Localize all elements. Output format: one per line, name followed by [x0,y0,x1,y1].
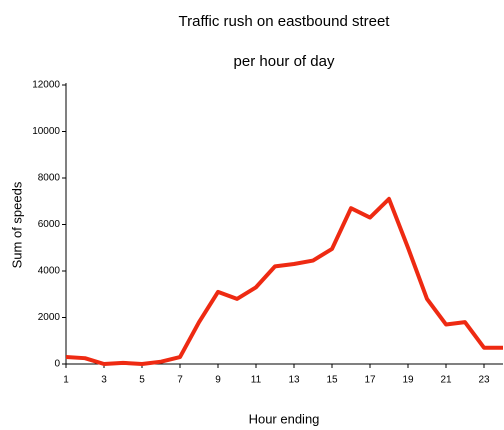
x-tick-label: 19 [402,375,414,386]
y-tick-label: 6000 [38,219,61,230]
x-tick-label: 23 [478,375,490,386]
data-line [65,196,503,366]
chart-title: Traffic rush on eastbound street [179,13,391,30]
y-tick-label: 2000 [38,312,61,323]
x-tick-label: 1 [63,375,69,386]
y-tick-label: 0 [54,359,60,370]
y-tick-label: 8000 [38,173,61,184]
x-tick-label: 11 [251,375,262,386]
y-axis-label: Sum of speeds [9,181,24,268]
x-tick-label: 3 [101,375,107,386]
x-tick-label: 17 [364,375,376,386]
x-tick-label: 5 [139,375,145,386]
x-axis-label: Hour ending [249,411,320,426]
x-tick-label: 15 [326,375,338,386]
y-tick-label: 12000 [32,80,60,91]
x-tick-label: 13 [288,375,300,386]
x-tick-label: 9 [215,375,221,386]
chart-subtitle: per hour of day [234,53,335,70]
y-tick-label: 4000 [38,266,61,277]
x-tick-label: 21 [440,375,452,386]
x-tick-label: 7 [177,375,183,386]
y-tick-label: 10000 [32,126,60,137]
